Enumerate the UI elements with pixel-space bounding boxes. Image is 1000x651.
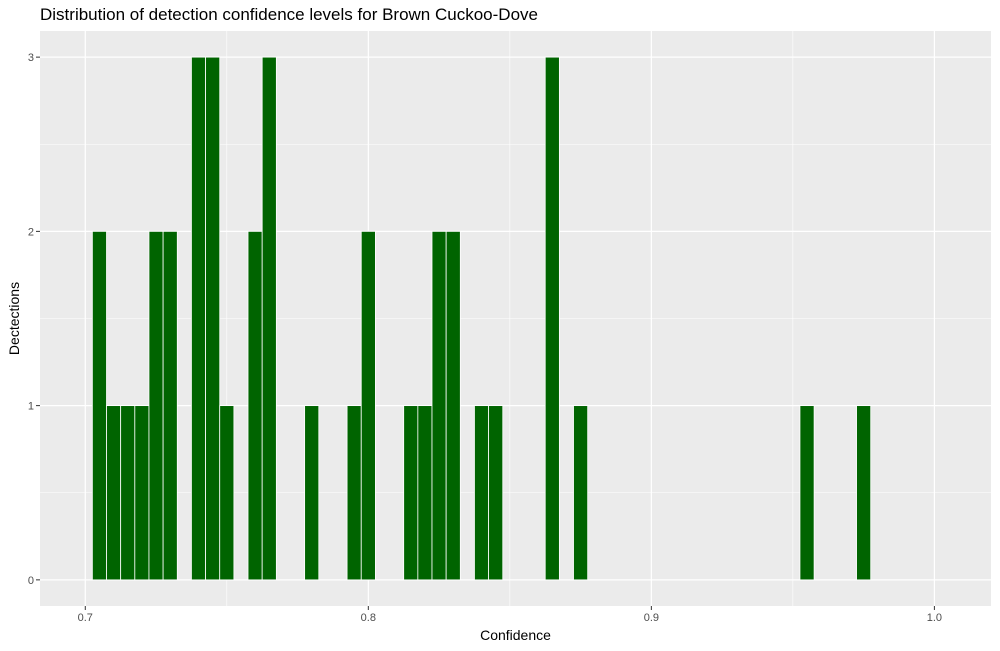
histogram-bar xyxy=(134,405,150,581)
x-tick-label: 1.0 xyxy=(927,612,942,624)
histogram-bar xyxy=(544,56,560,581)
y-tick-label: 2 xyxy=(28,226,34,238)
chart-title: Distribution of detection confidence lev… xyxy=(40,5,538,24)
histogram-bar xyxy=(346,405,362,581)
y-tick-label: 1 xyxy=(28,401,34,413)
x-axis-title: Confidence xyxy=(480,627,551,643)
histogram-bar xyxy=(261,56,277,581)
histogram-bar xyxy=(120,405,136,581)
histogram-bar xyxy=(247,230,263,581)
histogram-bar xyxy=(856,405,872,581)
histogram-bar xyxy=(474,405,490,581)
histogram-bar xyxy=(148,230,164,581)
x-axis: 0.7 0.8 0.9 1.0 xyxy=(78,606,942,624)
histogram-bar xyxy=(304,405,320,581)
histogram-bar xyxy=(573,405,589,581)
histogram-bar xyxy=(445,230,461,581)
y-tick-label: 3 xyxy=(28,52,34,64)
x-tick-label: 0.8 xyxy=(361,612,376,624)
x-tick-label: 0.9 xyxy=(644,612,659,624)
histogram-bar xyxy=(488,405,504,581)
histogram-bar xyxy=(799,405,815,581)
histogram-bar xyxy=(403,405,419,581)
histogram-bar xyxy=(162,230,178,581)
histogram-bar xyxy=(106,405,122,581)
histogram-bar xyxy=(219,405,235,581)
histogram-bar xyxy=(360,230,376,581)
histogram-bar xyxy=(417,405,433,581)
y-axis-title: Dectections xyxy=(6,282,22,355)
histogram-bar xyxy=(431,230,447,581)
histogram-bar xyxy=(205,56,221,581)
y-tick-label: 0 xyxy=(28,575,34,587)
x-tick-label: 0.7 xyxy=(78,612,93,624)
histogram-bar xyxy=(91,230,107,581)
histogram-bar xyxy=(191,56,206,581)
bars xyxy=(91,56,872,581)
y-axis: 0 1 2 3 xyxy=(28,52,40,587)
